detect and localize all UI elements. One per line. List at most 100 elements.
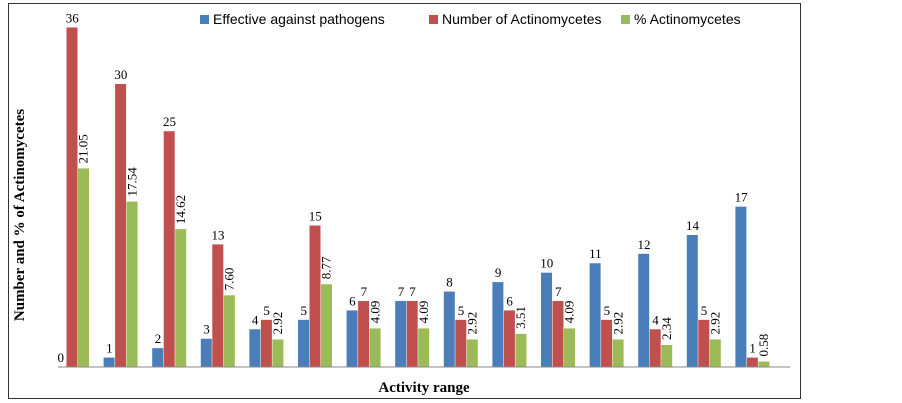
bar-pct-actinomycetes-5 <box>272 339 284 367</box>
bar-pct-actinomycetes-11 <box>564 328 575 367</box>
x-axis-title: Activity range <box>378 380 470 396</box>
bar-pct-actinomycetes-6 <box>321 284 332 367</box>
bar-pct-actinomycetes-1 <box>78 168 89 367</box>
data-label-effective-against-pathogens-2: 1 <box>106 341 113 356</box>
data-label-number-of-actinomycetes-4: 13 <box>212 227 225 242</box>
legend-swatch-pct-actinomycetes <box>621 15 630 24</box>
data-label-pct-actinomycetes-12: 2.92 <box>610 312 625 335</box>
bar-number-of-actinomycetes-3 <box>163 131 175 367</box>
bar-pct-actinomycetes-4 <box>223 295 235 367</box>
legend-swatch-effective-against-pathogens <box>200 15 209 24</box>
data-label-pct-actinomycetes-8: 4.09 <box>416 301 431 324</box>
data-label-number-of-actinomycetes-6: 15 <box>309 209 322 224</box>
data-label-effective-against-pathogens-10: 9 <box>495 265 502 280</box>
bar-effective-against-pathogens-7 <box>346 310 358 367</box>
bar-pct-actinomycetes-12 <box>612 339 624 367</box>
data-label-number-of-actinomycetes-5: 5 <box>263 303 270 318</box>
bar-effective-against-pathogens-15 <box>735 206 747 367</box>
data-label-pct-actinomycetes-4: 7.60 <box>222 268 237 291</box>
data-label-effective-against-pathogens-4: 3 <box>203 322 210 337</box>
data-label-effective-against-pathogens-13: 12 <box>637 237 650 252</box>
data-label-effective-against-pathogens-9: 8 <box>446 275 453 290</box>
bar-pct-actinomycetes-8 <box>418 328 430 367</box>
data-label-number-of-actinomycetes-12: 5 <box>604 303 611 318</box>
data-label-number-of-actinomycetes-9: 5 <box>458 303 465 318</box>
bar-pct-actinomycetes-15 <box>758 361 770 367</box>
data-label-pct-actinomycetes-15: 0.58 <box>756 334 771 357</box>
data-label-pct-actinomycetes-5: 2.92 <box>270 312 285 335</box>
data-label-effective-against-pathogens-5: 4 <box>252 312 259 327</box>
bar-number-of-actinomycetes-12 <box>601 319 613 367</box>
data-label-pct-actinomycetes-3: 14.62 <box>173 195 188 224</box>
legend: Effective against pathogens Number of Act… <box>200 11 741 27</box>
legend-label-number-of-actinomycetes: Number of Actinomycetes <box>442 11 602 27</box>
legend-label-effective-against-pathogens: Effective against pathogens <box>213 11 385 27</box>
bar-number-of-actinomycetes-14 <box>698 319 710 367</box>
data-label-pct-actinomycetes-6: 8.77 <box>319 256 334 279</box>
bar-pct-actinomycetes-2 <box>126 201 138 367</box>
data-label-number-of-actinomycetes-14: 5 <box>701 303 708 318</box>
data-label-number-of-actinomycetes-2: 30 <box>114 67 127 82</box>
bar-number-of-actinomycetes-1 <box>66 27 78 367</box>
bar-number-of-actinomycetes-6 <box>309 225 321 367</box>
data-label-number-of-actinomycetes-11: 7 <box>555 284 562 299</box>
bar-effective-against-pathogens-11 <box>541 272 552 367</box>
bar-pct-actinomycetes-7 <box>369 328 381 367</box>
data-label-pct-actinomycetes-10: 3.51 <box>513 306 528 329</box>
bar-marks <box>66 27 770 367</box>
data-label-number-of-actinomycetes-1: 36 <box>66 10 80 25</box>
bar-pct-actinomycetes-14 <box>709 339 721 367</box>
data-label-pct-actinomycetes-1: 21.05 <box>76 134 91 163</box>
data-label-pct-actinomycetes-7: 4.09 <box>367 301 382 324</box>
bar-number-of-actinomycetes-9 <box>455 319 467 367</box>
data-label-number-of-actinomycetes-13: 4 <box>652 312 659 327</box>
data-label-pct-actinomycetes-11: 4.09 <box>562 301 577 324</box>
bar-number-of-actinomycetes-2 <box>115 84 127 367</box>
bar-number-of-actinomycetes-4 <box>212 244 224 367</box>
bar-effective-against-pathogens-8 <box>395 300 407 367</box>
data-label-effective-against-pathogens-3: 2 <box>155 331 162 346</box>
bar-effective-against-pathogens-6 <box>298 319 309 367</box>
bar-pct-actinomycetes-10 <box>515 333 527 367</box>
data-label-pct-actinomycetes-2: 17.54 <box>124 167 139 197</box>
bar-number-of-actinomycetes-11 <box>552 300 564 367</box>
data-label-effective-against-pathogens-7: 6 <box>349 293 356 308</box>
data-label-effective-against-pathogens-14: 14 <box>686 218 700 233</box>
data-label-pct-actinomycetes-14: 2.92 <box>708 312 723 335</box>
y-axis-title: Number and % of Actinomycetes <box>12 109 28 321</box>
bar-number-of-actinomycetes-8 <box>406 300 418 367</box>
bar-effective-against-pathogens-4 <box>200 338 212 367</box>
data-label-number-of-actinomycetes-3: 25 <box>163 114 176 129</box>
data-labels: 03621.0513017.5422514.623137.60452.92515… <box>58 10 772 365</box>
data-label-effective-against-pathogens-8: 7 <box>398 284 405 299</box>
bar-effective-against-pathogens-13 <box>638 253 650 367</box>
data-label-number-of-actinomycetes-15: 1 <box>749 341 756 356</box>
bar-number-of-actinomycetes-15 <box>746 357 758 367</box>
data-label-effective-against-pathogens-12: 11 <box>589 246 602 261</box>
data-label-number-of-actinomycetes-7: 7 <box>361 284 368 299</box>
bar-number-of-actinomycetes-10 <box>503 310 515 367</box>
bar-pct-actinomycetes-13 <box>661 344 673 367</box>
bar-effective-against-pathogens-3 <box>152 348 164 367</box>
data-label-effective-against-pathogens-15: 17 <box>735 190 749 205</box>
data-label-pct-actinomycetes-13: 2.34 <box>659 317 674 340</box>
bar-effective-against-pathogens-10 <box>492 282 504 367</box>
data-label-effective-against-pathogens-1: 0 <box>58 350 65 365</box>
data-label-number-of-actinomycetes-8: 7 <box>409 284 416 299</box>
data-label-number-of-actinomycetes-10: 6 <box>506 293 513 308</box>
bar-number-of-actinomycetes-13 <box>649 329 661 367</box>
legend-label-pct-actinomycetes: % Actinomycetes <box>634 11 741 27</box>
bar-number-of-actinomycetes-5 <box>260 319 272 367</box>
bar-pct-actinomycetes-3 <box>175 229 187 367</box>
legend-swatch-number-of-actinomycetes <box>429 15 438 24</box>
bar-pct-actinomycetes-9 <box>466 339 478 367</box>
chart-frame <box>8 3 801 399</box>
bar-number-of-actinomycetes-7 <box>358 300 370 367</box>
data-label-effective-against-pathogens-6: 5 <box>301 303 308 318</box>
data-label-pct-actinomycetes-9: 2.92 <box>465 312 480 335</box>
bar-effective-against-pathogens-12 <box>589 263 601 367</box>
bar-effective-against-pathogens-14 <box>686 234 698 367</box>
data-label-effective-against-pathogens-11: 10 <box>540 256 553 271</box>
bar-effective-against-pathogens-2 <box>103 357 115 367</box>
